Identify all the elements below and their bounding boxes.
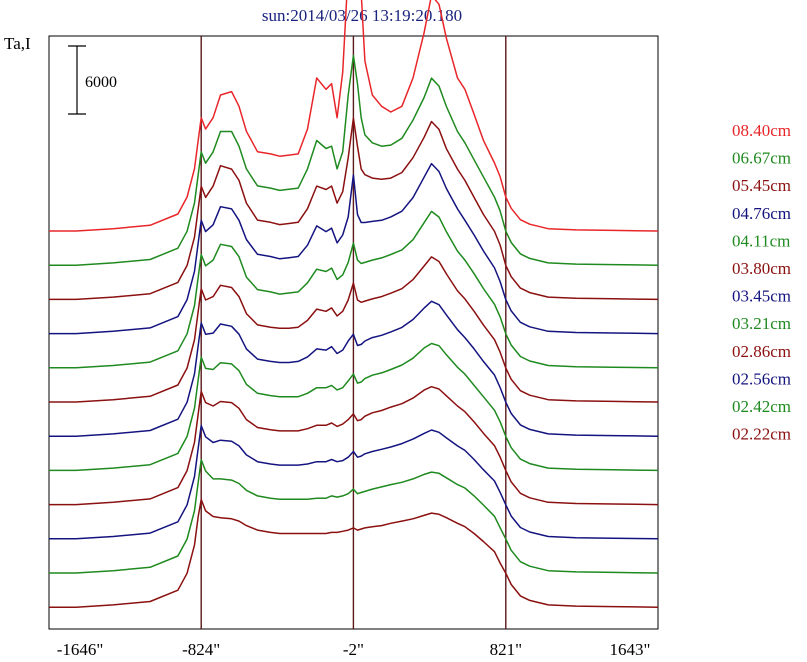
x-tick-label: -824" [182, 640, 220, 659]
series-line-02.42cm [49, 458, 659, 574]
legend-item-04.76cm: 04.76cm [732, 204, 791, 223]
series-line-03.45cm [49, 300, 659, 437]
legend-item-08.40cm: 08.40cm [732, 121, 791, 140]
series-line-03.80cm [49, 256, 659, 403]
legend-item-05.45cm: 05.45cm [732, 176, 791, 195]
legend-item-02.86cm: 02.86cm [732, 342, 791, 361]
legend-item-02.56cm: 02.56cm [732, 369, 791, 388]
legend-item-03.45cm: 03.45cm [732, 287, 791, 306]
x-tick-label: -2" [343, 640, 364, 659]
legend: 08.40cm 06.67cm 05.45cm 04.76cm 04.11cm 03.80… [732, 121, 791, 444]
series-line-02.86cm [49, 385, 659, 506]
legend-item-02.42cm: 02.42cm [732, 397, 791, 416]
y-axis-label: Ta,I [4, 34, 31, 53]
series-line-04.11cm [49, 210, 659, 369]
legend-item-04.11cm: 04.11cm [732, 231, 790, 250]
legend-item-06.67cm: 06.67cm [732, 149, 791, 168]
series-line-03.21cm [49, 342, 659, 472]
x-tick-label: 1643" [610, 640, 651, 659]
x-tick-label: 821" [490, 640, 522, 659]
series-line-05.45cm [49, 117, 659, 301]
x-tick-label: -1646" [57, 640, 104, 659]
scale-bar-label: 6000 [85, 74, 117, 91]
series-line-08.40cm [49, 0, 659, 232]
series-line-02.56cm [49, 424, 659, 540]
x-tick-labels: -1646" -824" -2" 821" 1643" [57, 640, 651, 659]
legend-item-03.80cm: 03.80cm [732, 259, 791, 278]
scale-bar: 6000 [68, 45, 117, 115]
legend-item-02.22cm: 02.22cm [732, 425, 791, 444]
series-line-04.76cm [49, 162, 659, 335]
series-lines [49, 0, 659, 608]
series-line-02.22cm [49, 498, 659, 608]
series-line-06.67cm [49, 54, 659, 266]
legend-item-03.21cm: 03.21cm [732, 314, 791, 333]
